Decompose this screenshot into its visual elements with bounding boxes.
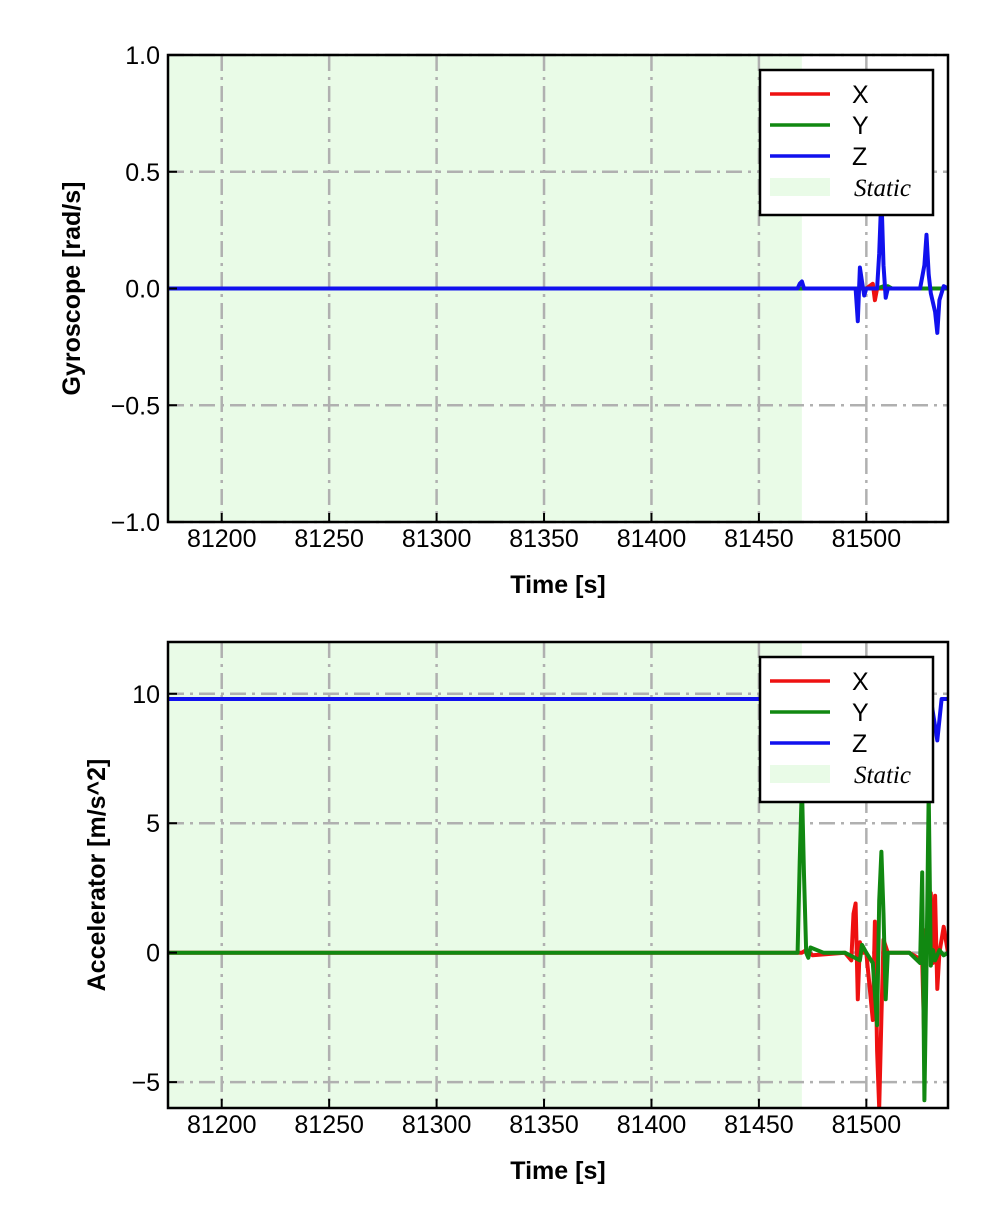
x-tick-label: 81200	[187, 525, 257, 553]
ticks: 81200 81250 81300 81350 81400 81450 81500 −5 0 5 1…	[131, 681, 901, 1139]
x-tick-label: 81450	[724, 525, 794, 553]
x-tick-label: 81400	[617, 525, 687, 553]
x-tick-label: 81500	[832, 1111, 902, 1139]
x-tick-label: 81450	[724, 1111, 794, 1139]
ticks: 81200 81250 81300 81350 81400 81450 81500 −1.0 −…	[111, 42, 901, 553]
legend-label-static: Static	[854, 762, 911, 789]
gyroscope-chart: 81200 81250 81300 81350 81400 81450 81500 −1.0 −…	[58, 42, 950, 599]
y-tick-label: 0.0	[125, 276, 160, 304]
x-axis-label: Time [s]	[510, 1157, 605, 1185]
x-tick-label: 81300	[402, 1111, 472, 1139]
y-tick-label: 0	[146, 940, 160, 968]
y-axis-label: Accelerator [m/s^2]	[83, 759, 111, 992]
legend-swatch-static	[770, 765, 830, 783]
x-tick-label: 81350	[509, 1111, 579, 1139]
series-y-line	[168, 782, 948, 1103]
x-tick-label: 81300	[402, 525, 472, 553]
y-tick-label: −5	[131, 1069, 160, 1097]
y-tick-label: −0.5	[111, 392, 160, 420]
legend: XYZ Static	[758, 68, 935, 217]
x-tick-label: 81200	[187, 1111, 257, 1139]
x-tick-label: 81400	[617, 1111, 687, 1139]
x-tick-label: 81250	[294, 525, 364, 553]
x-tick-label: 81250	[294, 1111, 364, 1139]
legend: XYZ Static	[758, 655, 935, 804]
legend-swatch-static	[770, 178, 830, 196]
legend-label-x: X	[852, 668, 869, 696]
legend-label-y: Y	[852, 699, 869, 727]
legend-label-y: Y	[852, 112, 869, 140]
accelerator-chart: 81200 81250 81300 81350 81400 81450 81500 −5 0 5 1…	[83, 640, 950, 1185]
legend-label-z: Z	[852, 730, 867, 758]
legend-label-static: Static	[854, 175, 911, 202]
legend-label-x: X	[852, 81, 869, 109]
y-tick-label: 5	[146, 810, 160, 838]
legend-label-z: Z	[852, 143, 867, 171]
y-tick-label: −1.0	[111, 509, 160, 537]
y-axis-label: Gyroscope [rad/s]	[58, 182, 86, 396]
x-tick-label: 81500	[832, 525, 902, 553]
y-tick-label: 10	[132, 681, 160, 709]
x-axis-label: Time [s]	[510, 571, 605, 599]
y-tick-label: 0.5	[125, 159, 160, 187]
axes-frame	[166, 640, 950, 1110]
static-region	[168, 642, 802, 1108]
x-tick-label: 81350	[509, 525, 579, 553]
y-tick-label: 1.0	[125, 42, 160, 70]
